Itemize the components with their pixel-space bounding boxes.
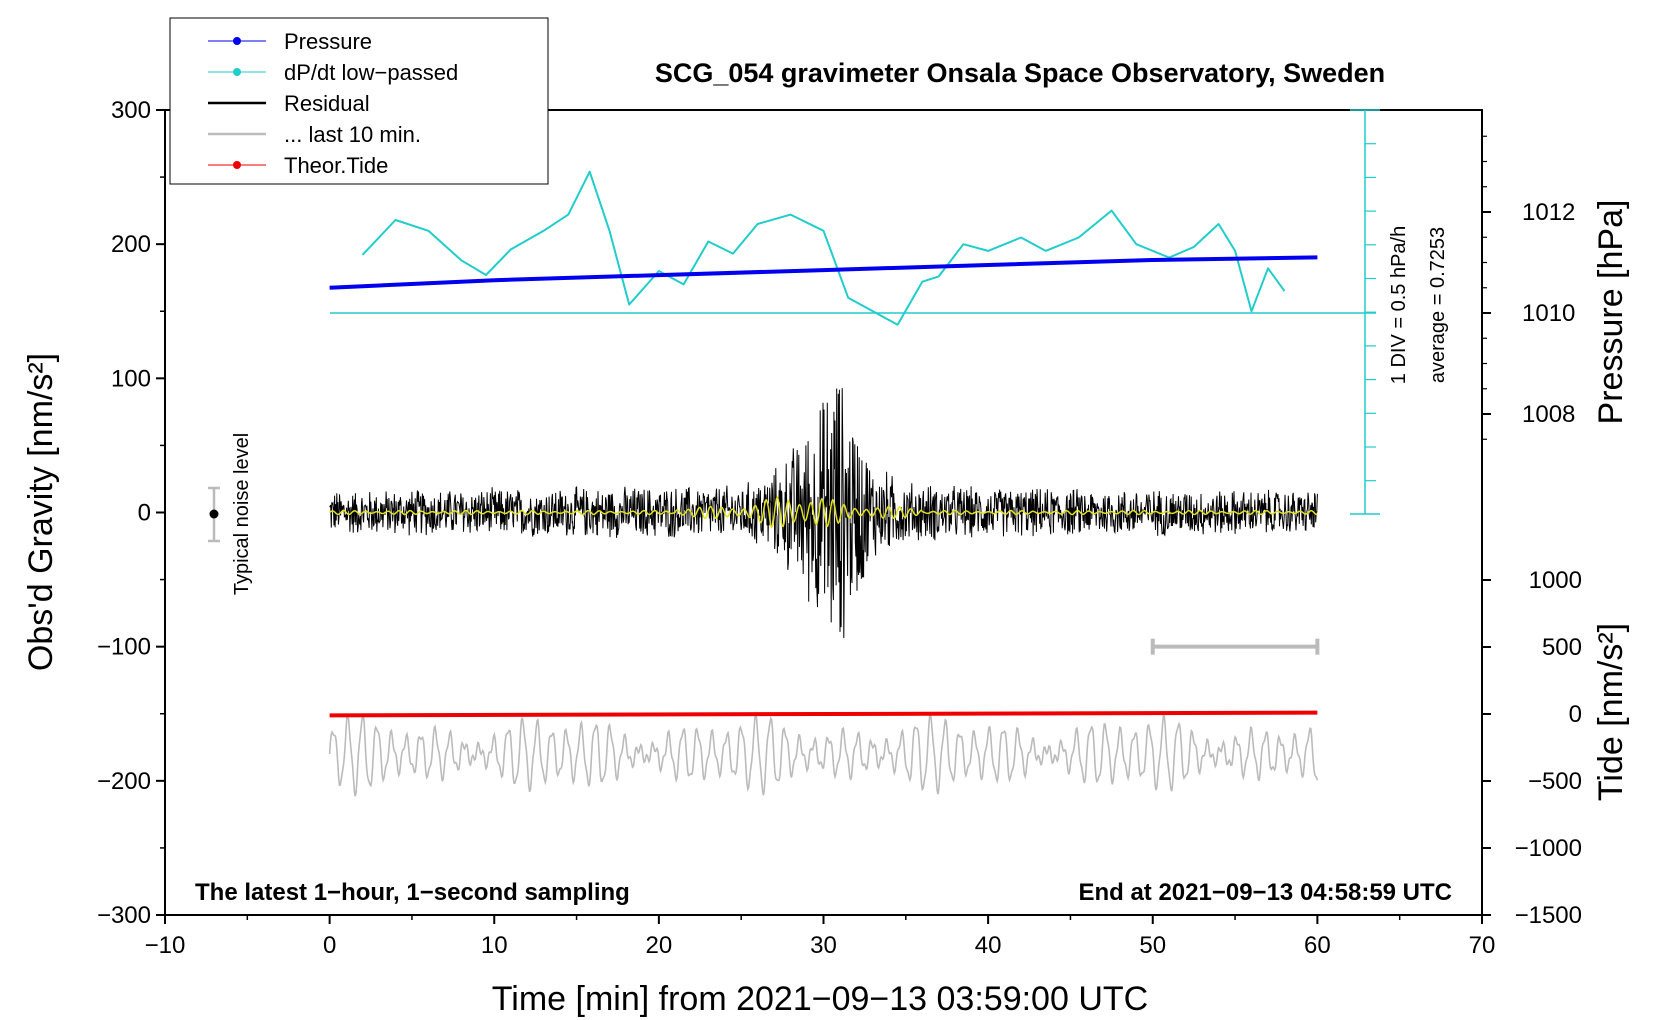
- y-tick-label: 0: [138, 500, 151, 527]
- chart-title: SCG_054 gravimeter Onsala Space Observat…: [655, 58, 1385, 88]
- residual-series: [329, 388, 1318, 639]
- pressure-tick-label: 1008: [1522, 401, 1575, 428]
- y-tick-label: 200: [111, 231, 151, 258]
- average-label: average = 0.7253: [1427, 227, 1449, 383]
- x-tick-label: 30: [810, 932, 837, 959]
- y-tick-label: 100: [111, 365, 151, 392]
- legend-label: Theor.Tide: [284, 153, 388, 178]
- tide-tick-label: 1000: [1529, 567, 1582, 594]
- footer-left: The latest 1−hour, 1−second sampling: [195, 879, 630, 906]
- dpdt-scale-axis: [1350, 109, 1380, 515]
- legend-marker: [233, 37, 241, 45]
- footer-right: End at 2021−09−13 04:58:59 UTC: [1078, 879, 1452, 906]
- x-tick-label: 70: [1469, 932, 1496, 959]
- pressure-axis-label: Pressure [hPa]: [1592, 200, 1630, 425]
- legend-label: dP/dt low−passed: [284, 60, 458, 85]
- legend-label: ... last 10 min.: [284, 122, 421, 147]
- pressure-tick-label: 1010: [1522, 300, 1575, 327]
- x-axis-ticks: −10 0 10 20 30 40 50 60 70: [145, 915, 1496, 959]
- x-tick-label: 40: [975, 932, 1002, 959]
- legend-marker: [233, 161, 241, 169]
- x-tick-label: 0: [323, 932, 336, 959]
- x-tick-label: 50: [1139, 932, 1166, 959]
- tide-tick-label: 0: [1569, 701, 1582, 728]
- pressure-series: [329, 255, 1318, 290]
- x-axis-label: Time [min] from 2021−09−13 03:59:00 UTC: [492, 980, 1148, 1018]
- y-tick-label: −200: [97, 768, 151, 795]
- x-tick-label: −10: [145, 932, 186, 959]
- x-tick-label: 20: [646, 932, 673, 959]
- tide-axis-ticks: 1000 500 0 −500 −1000 −1500: [1482, 567, 1582, 929]
- pressure-tick-label: 1012: [1522, 199, 1575, 226]
- x-tick-label: 60: [1304, 932, 1331, 959]
- y-tick-label: 300: [111, 97, 151, 124]
- tide-tick-label: −1500: [1515, 902, 1582, 929]
- y-axis-ticks: 300 200 100 0 −100 −200 −300: [97, 97, 165, 929]
- y-axis-label: Obs'd Gravity [nm/s²]: [22, 353, 60, 671]
- last-10-min-series: [328, 711, 1319, 797]
- legend-label: Residual: [284, 91, 370, 116]
- tide-tick-label: 500: [1542, 634, 1582, 661]
- tide-tick-label: −500: [1528, 768, 1582, 795]
- tide-series: [329, 710, 1318, 718]
- last-10-min-bar: [1150, 638, 1320, 655]
- legend-label: Pressure: [284, 29, 372, 54]
- tide-tick-label: −1000: [1515, 835, 1582, 862]
- legend-box: [169, 17, 549, 185]
- tide-axis-label: Tide [nm/s²]: [1592, 623, 1630, 801]
- x-tick-label: 10: [481, 932, 508, 959]
- y-tick-label: −100: [97, 634, 151, 661]
- legend: Pressure dP/dt low−passed Residual ... last…: [208, 29, 458, 178]
- div-label: 1 DIV = 0.5 hPa/h: [1388, 226, 1410, 384]
- noise-level-label: Typical noise level: [231, 433, 253, 595]
- y-tick-label: −300: [97, 902, 151, 929]
- filtered-residual-series: [329, 495, 1318, 529]
- pressure-axis-ticks: 1012 1010 1008: [1482, 135, 1575, 440]
- dpdt-series: [361, 170, 1286, 326]
- noise-level-indicator: [208, 486, 220, 543]
- noise-level-marker: [209, 509, 219, 519]
- legend-marker: [233, 68, 241, 76]
